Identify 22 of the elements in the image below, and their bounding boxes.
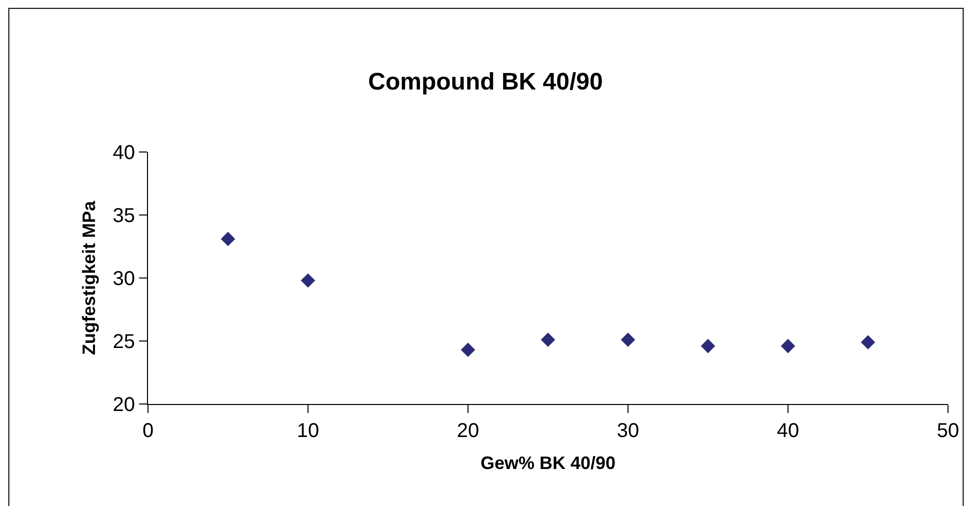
- point: [300, 273, 316, 288]
- point: [860, 335, 876, 350]
- x-tick-label: 0: [142, 420, 154, 442]
- y-tick-label: 30: [112, 268, 135, 290]
- point: [540, 332, 556, 347]
- point: [780, 338, 796, 354]
- point: [700, 338, 716, 354]
- y-tick-label: 35: [112, 205, 135, 227]
- x-tick-label: 30: [616, 420, 640, 442]
- y-tick-label: 40: [112, 142, 135, 164]
- point: [620, 332, 636, 347]
- point: [460, 342, 476, 357]
- x-tick-label: 40: [776, 420, 800, 442]
- point: [220, 232, 236, 246]
- y-axis-title: Zugfestigkeit MPa: [78, 200, 99, 356]
- x-tick-label: 20: [456, 420, 480, 442]
- chart-title: Compound BK 40/90: [368, 68, 603, 96]
- x-tick-label: 10: [296, 420, 320, 442]
- x-tick-label: 50: [936, 420, 960, 442]
- y-tick-label: 20: [112, 394, 135, 416]
- x-axis-title: Gew% BK 40/90: [480, 453, 616, 474]
- y-tick-label: 25: [112, 331, 135, 353]
